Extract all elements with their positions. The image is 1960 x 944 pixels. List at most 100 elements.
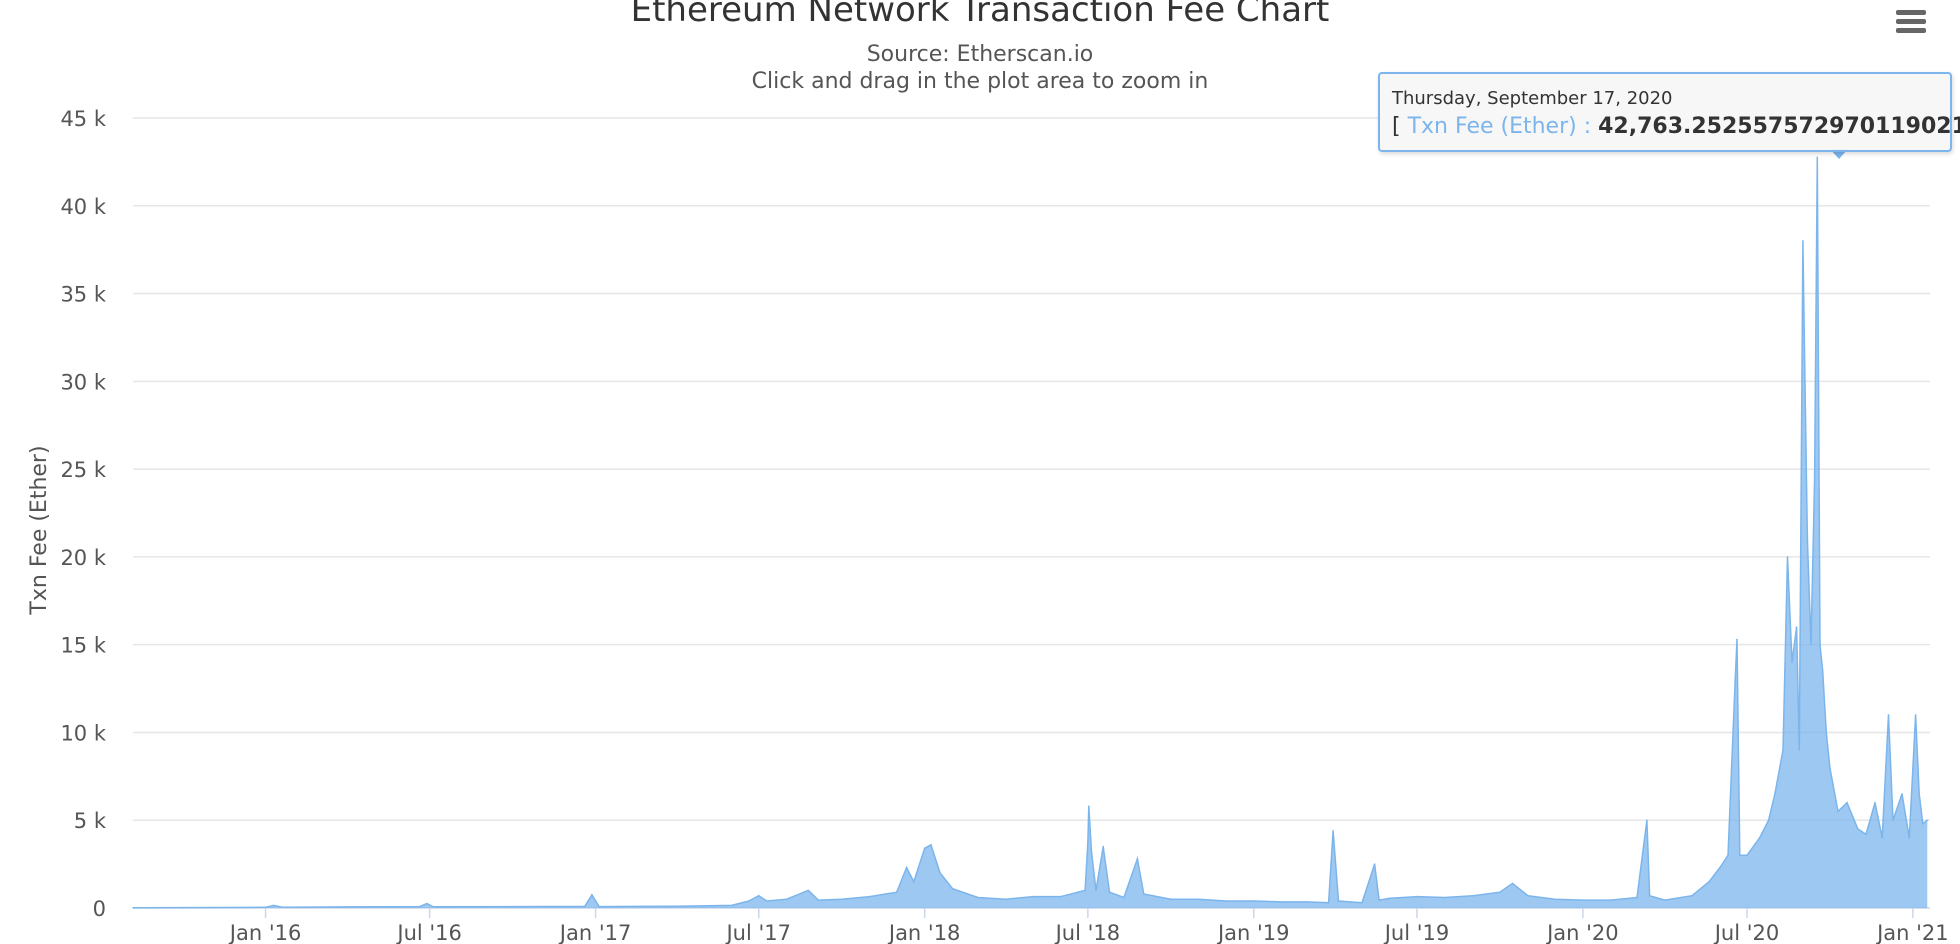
data-point [1806,538,1809,541]
data-point [757,894,760,897]
data-point [1077,891,1079,893]
data-point [1108,891,1111,893]
data-point [1881,837,1883,839]
data-point [272,904,275,907]
data-point [346,906,349,908]
data-point [1636,896,1638,899]
x-axis-ticks: Jan '16 Jul '16 Jan '17 Jul '17 Jan '18 Jul '… [228,908,1949,944]
data-point [1829,766,1831,769]
data-point [418,905,421,908]
data-point [1795,626,1798,628]
data-point [1837,810,1839,813]
data-point [1472,894,1474,897]
data-point [1782,749,1784,751]
data-point [730,904,733,907]
data-point [583,905,586,908]
data-point [1708,880,1710,883]
data-point [1918,793,1920,795]
data-point [1005,898,1007,900]
data-point [1865,833,1867,836]
data-point [591,894,593,896]
data-point [1582,899,1584,901]
data-point [511,905,514,908]
menu-bar [1896,19,1926,24]
data-tooltip: Thursday, September 17, 2020 [ Txn Fee (… [1378,72,1960,152]
data-point [930,844,932,846]
y-tick-label: 15 k [60,634,106,658]
data-point [1060,895,1062,898]
data-point [1664,899,1666,901]
data-point [1084,889,1086,892]
data-point [1922,822,1924,825]
y-tick-label: 25 k [60,458,106,482]
y-tick-label: 35 k [60,283,106,307]
data-point [1327,901,1330,904]
data-point [1123,896,1125,899]
data-point [1088,805,1090,807]
data-point [1280,901,1283,903]
data-point [1143,893,1145,895]
hamburger-menu-icon[interactable] [1892,6,1932,40]
data-point [1102,845,1104,848]
tooltip-date: Thursday, September 17, 2020 [1392,88,1673,109]
data-point [1846,801,1848,804]
tooltip-pointer [1830,149,1848,159]
tooltip-open-bracket: [ [1392,114,1401,139]
data-point [905,866,908,869]
data-point [766,900,768,902]
data-point [181,906,184,909]
data-point [1332,830,1334,832]
data-point [1499,891,1501,893]
data-point [264,906,267,909]
y-tick-label: 20 k [60,546,106,570]
data-point [1610,899,1612,901]
zoom-hint: Click and drag in the plot area to zoom … [751,69,1209,94]
y-tick-label: 40 k [60,195,106,219]
data-point [1136,858,1139,860]
x-tick-label: Jul '16 [395,921,462,944]
data-point [1816,156,1819,159]
data-point [1908,837,1911,839]
series-txn-fee[interactable] [132,156,1929,909]
data-point [977,896,979,899]
data-point [132,907,134,909]
data-point [1734,679,1736,681]
data-point [1786,556,1789,558]
data-point [598,905,600,908]
data-point [817,899,820,901]
data-point [1736,638,1738,641]
data-point [1511,882,1514,885]
data-point [1767,819,1770,821]
data-point [1378,899,1380,901]
data-point [1416,895,1418,898]
data-point [426,902,428,905]
data-point [1389,897,1391,900]
data-point [1892,819,1894,821]
grid-lines [133,117,1930,909]
data-point [1170,898,1172,900]
data-point [748,900,750,902]
x-tick-label: Jan '17 [558,921,632,944]
chart-title: Ethereum Network Transaction Fee Chart [630,0,1330,30]
data-point [1802,240,1804,242]
data-point [923,847,926,850]
data-point [1225,900,1227,902]
y-tick-label: 30 k [60,370,106,394]
data-point [1813,477,1816,479]
data-point [1087,840,1089,843]
data-point [1727,854,1729,857]
series-line [132,157,1928,909]
data-point [1821,670,1824,672]
data-point [785,898,788,900]
data-point [1198,898,1200,900]
y-axis-ticks: 0 5 k 10 k 15 k 20 k 25 k 30 k 35 k 40 k 45 k [60,107,106,921]
x-tick-label: Jul '20 [1713,921,1780,944]
x-tick-label: Jan '18 [887,921,961,944]
series-area [133,157,1928,909]
y-axis-label: Txn Fee (Ether) [27,445,52,615]
x-tick-label: Jan '19 [1216,921,1290,944]
data-point [1798,749,1801,751]
data-point [1095,889,1097,892]
x-tick-label: Jul '17 [724,921,791,944]
